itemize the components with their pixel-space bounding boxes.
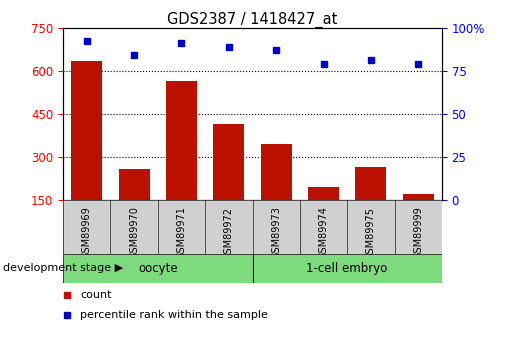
Text: GSM89999: GSM89999 (413, 207, 423, 259)
Bar (119, 169, 149, 200)
Text: GSM89971: GSM89971 (176, 207, 186, 259)
Bar (394, 200, 442, 254)
Text: count: count (80, 290, 112, 300)
Bar (214, 124, 244, 200)
Bar (205, 200, 252, 254)
Bar (300, 200, 347, 254)
Text: GSM89972: GSM89972 (224, 207, 234, 259)
Bar (252, 254, 442, 283)
Bar (71, 61, 102, 200)
Bar (63, 200, 111, 254)
Text: oocyte: oocyte (138, 262, 178, 275)
Title: GDS2387 / 1418427_at: GDS2387 / 1418427_at (167, 11, 338, 28)
Bar (403, 194, 434, 200)
Text: 1-cell embryo: 1-cell embryo (307, 262, 388, 275)
Bar (166, 81, 197, 200)
Text: percentile rank within the sample: percentile rank within the sample (80, 310, 268, 320)
Text: GSM89974: GSM89974 (319, 207, 329, 259)
Bar (347, 200, 394, 254)
Bar (252, 200, 300, 254)
Bar (158, 200, 205, 254)
Text: development stage ▶: development stage ▶ (3, 263, 123, 273)
Bar (356, 167, 386, 200)
Bar (63, 254, 252, 283)
Bar (261, 144, 291, 200)
Bar (111, 200, 158, 254)
Bar (308, 187, 339, 200)
Text: GSM89975: GSM89975 (366, 207, 376, 259)
Text: GSM89970: GSM89970 (129, 207, 139, 259)
Text: GSM89969: GSM89969 (82, 207, 92, 259)
Text: GSM89973: GSM89973 (271, 207, 281, 259)
